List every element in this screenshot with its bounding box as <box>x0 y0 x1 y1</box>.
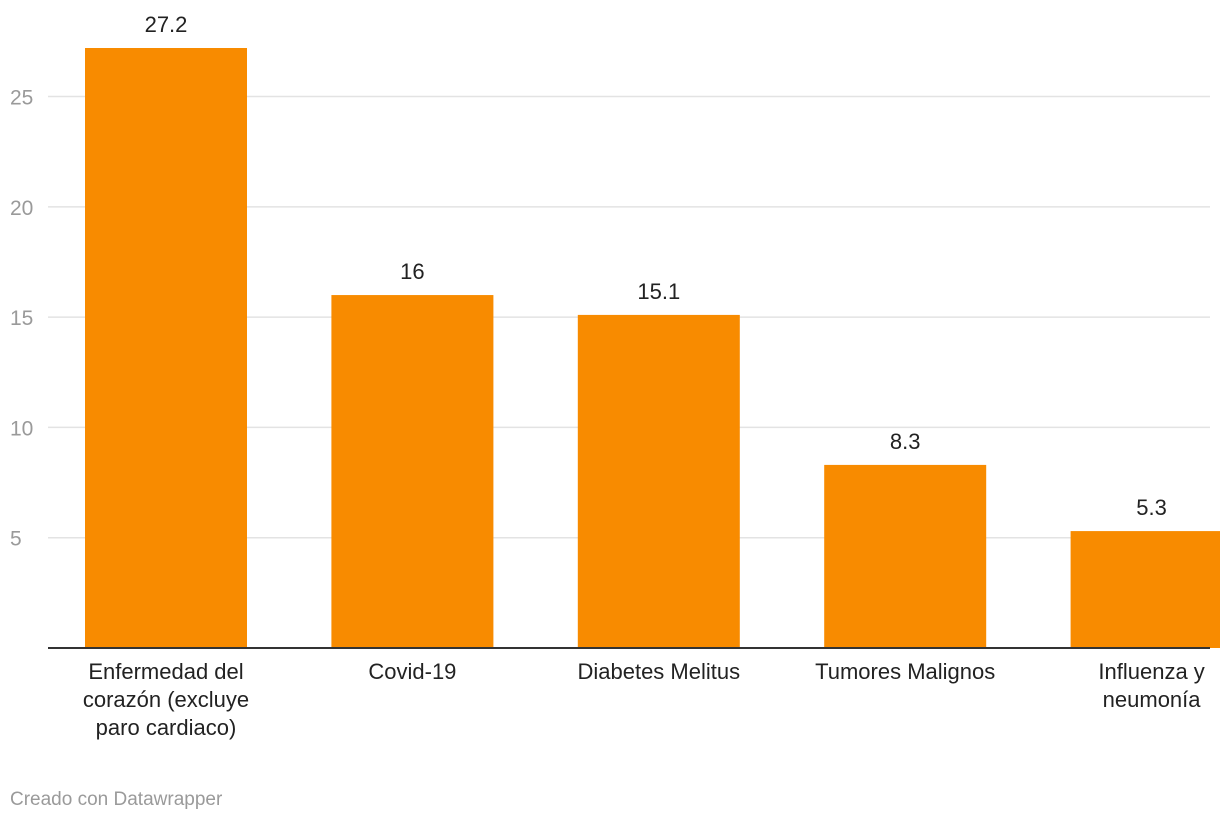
credit-text: Creado con Datawrapper <box>10 789 223 810</box>
x-category-label-line: neumonía <box>1103 687 1202 712</box>
bar-value-label: 15.1 <box>637 279 680 304</box>
bar <box>85 48 247 648</box>
x-category-label: Enfermedad del corazón (excluye paro cardi… <box>83 659 249 740</box>
x-category-label-line: Enfermedad del <box>88 659 243 684</box>
bar <box>331 295 494 648</box>
x-category-label: Diabetes Melitus <box>577 659 740 684</box>
x-category-label-line: paro cardiaco) <box>96 715 237 740</box>
y-tick-label: 5 <box>10 528 22 551</box>
x-category-label-line: Covid-19 <box>368 659 456 684</box>
x-category-label: Influenza y neumonía <box>1098 659 1204 712</box>
bar-value-label: 16 <box>400 259 424 284</box>
category-labels: Enfermedad del corazón (excluye paro cardi… <box>83 659 1205 740</box>
y-tick-label: 10 <box>10 417 33 440</box>
y-tick-label: 15 <box>10 307 33 330</box>
x-category-label-line: Diabetes Melitus <box>577 659 740 684</box>
bar-value-label: 5.3 <box>1136 495 1167 520</box>
bar-value-label: 27.2 <box>145 12 188 37</box>
bar <box>1070 531 1220 648</box>
x-category-label-line: corazón (excluye <box>83 687 249 712</box>
x-category-label-line: Influenza y <box>1098 659 1204 684</box>
bar <box>824 464 987 648</box>
bars <box>85 48 1220 648</box>
x-category-label: Covid-19 <box>368 659 456 684</box>
value-labels: 27.2 16 15.1 8.3 5.3 <box>145 12 1167 520</box>
bar-value-label: 8.3 <box>890 429 921 454</box>
bar <box>577 314 740 648</box>
x-category-label-line: Tumores Malignos <box>815 659 995 684</box>
x-category-label: Tumores Malignos <box>815 659 995 684</box>
y-tick-label: 25 <box>10 87 33 110</box>
y-tick-label: 20 <box>10 197 33 220</box>
y-axis-ticks: 5 10 15 20 25 <box>10 87 33 551</box>
